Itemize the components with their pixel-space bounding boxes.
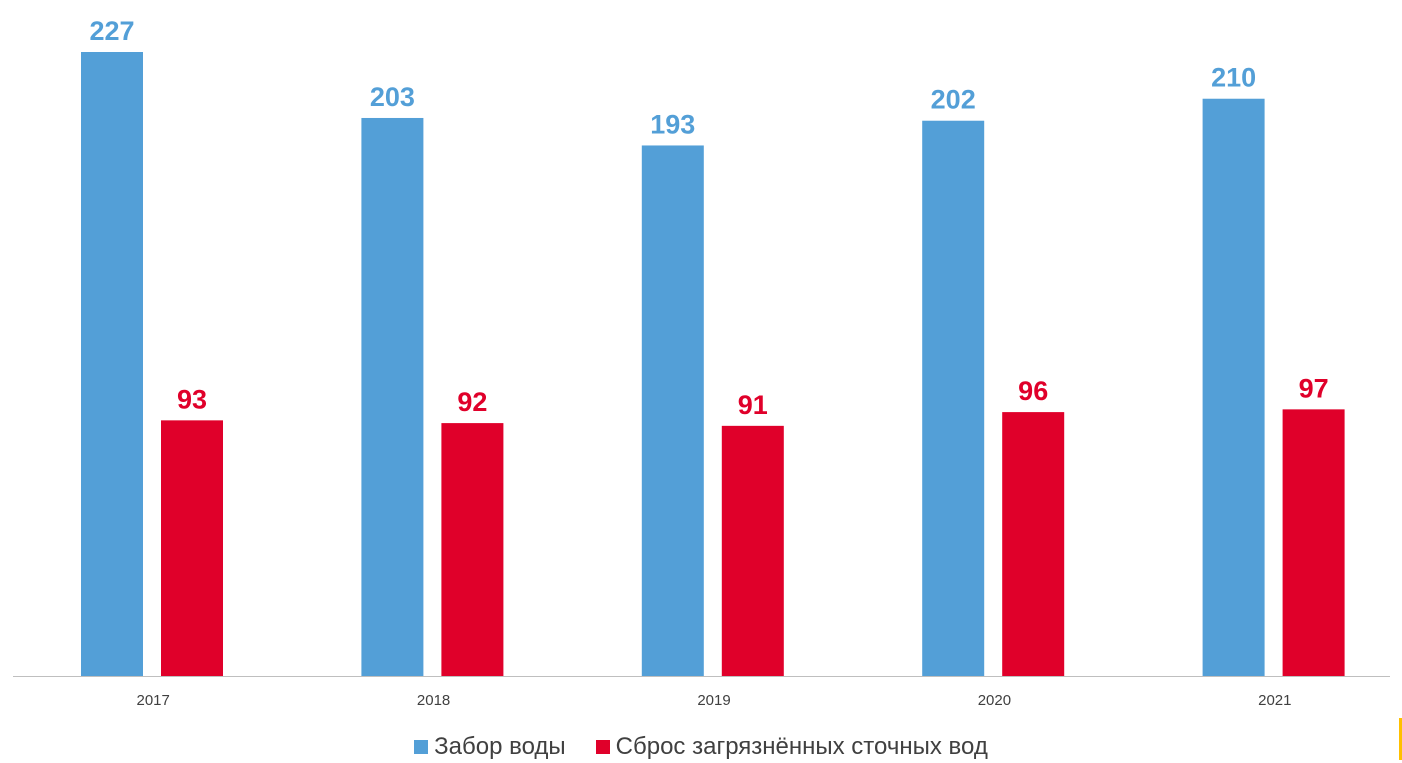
bar-chart: 227 93 2017 203 92 2018 193 91 2019 202 96 2020 210 9… — [13, 16, 1390, 709]
bar-2020-series-1 — [1002, 412, 1065, 676]
data-label-2020-series-1: 96 — [1018, 376, 1048, 406]
data-label-2018-series-1: 92 — [457, 387, 487, 417]
corner-accent-mark — [1399, 718, 1402, 760]
data-label-2018-series-0: 203 — [370, 82, 415, 112]
bar-2017-series-1 — [161, 420, 223, 676]
data-label-2021-series-0: 210 — [1211, 63, 1256, 93]
x-tick-label-2018: 2018 — [417, 692, 450, 709]
bar-2021-series-1 — [1282, 409, 1345, 676]
x-tick-label-2020: 2020 — [978, 692, 1011, 709]
bar-2018-series-0 — [361, 117, 424, 676]
data-label-2019-series-0: 193 — [650, 109, 695, 139]
x-tick-label-2021: 2021 — [1258, 692, 1291, 709]
legend-swatch-water-intake — [414, 740, 429, 754]
x-tick-label-2019: 2019 — [697, 692, 730, 709]
bar-2017-series-0 — [81, 52, 143, 676]
legend-item-water-intake[interactable]: Забор воды — [414, 733, 566, 761]
x-tick-label-2017: 2017 — [137, 692, 170, 709]
legend-swatch-wastewater-discharge — [595, 740, 610, 754]
bar-2020-series-0 — [922, 120, 985, 676]
data-label-2017-series-1: 93 — [177, 384, 207, 414]
bar-2019-series-0 — [641, 145, 704, 677]
legend-item-wastewater-discharge[interactable]: Сброс загрязнённых сточных вод — [595, 733, 988, 761]
legend-label-water-intake: Забор воды — [434, 733, 566, 760]
bar-2021-series-0 — [1202, 98, 1265, 677]
legend: Забор воды Сброс загрязнённых сточных во… — [0, 733, 1402, 761]
bar-2019-series-1 — [721, 425, 784, 676]
legend-label-wastewater-discharge: Сброс загрязнённых сточных вод — [615, 733, 988, 760]
bar-2018-series-1 — [441, 423, 504, 676]
data-label-2019-series-1: 91 — [738, 390, 768, 420]
data-label-2021-series-1: 97 — [1299, 373, 1329, 403]
data-label-2020-series-0: 202 — [931, 85, 976, 115]
data-label-2017-series-0: 227 — [89, 16, 134, 46]
